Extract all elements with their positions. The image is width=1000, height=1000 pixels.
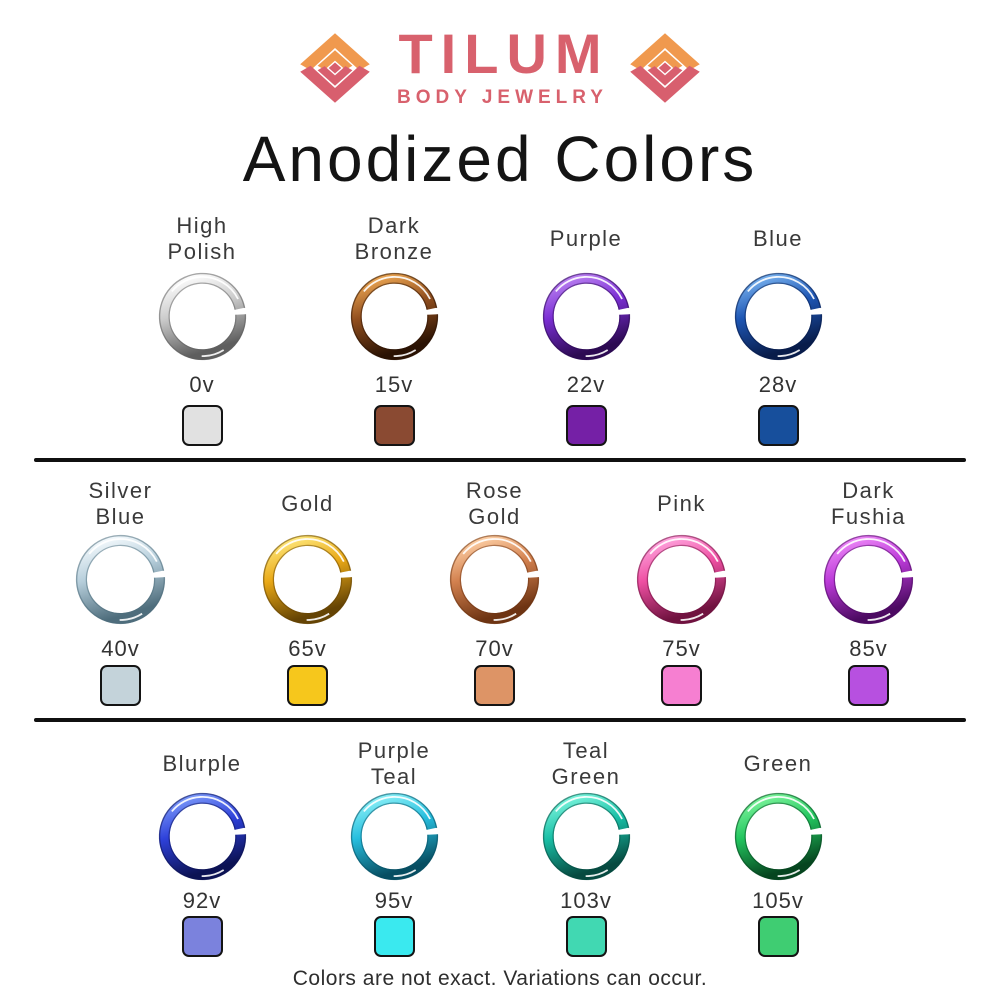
color-swatch xyxy=(474,665,515,706)
voltage-label: 70v xyxy=(475,636,514,661)
color-grid: High Polish 0v Dark Bronze 15v Purple 22… xyxy=(0,213,1000,957)
color-swatch xyxy=(373,405,415,446)
seam-ring-image xyxy=(732,790,825,883)
seam-ring-image xyxy=(156,790,249,883)
voltage-label: 105v xyxy=(752,888,804,913)
color-item: Dark Fushia 85v xyxy=(775,478,962,706)
brand-name: TILUM xyxy=(398,22,610,85)
color-name-label: Purple xyxy=(549,226,623,251)
color-item: Silver Blue 40v xyxy=(27,478,214,706)
diamond-motif-icon xyxy=(628,31,702,105)
seam-ring-image xyxy=(540,270,633,363)
seam-ring-image xyxy=(732,270,825,363)
color-item: Blue 28v xyxy=(682,213,874,446)
color-item: Rose Gold 70v xyxy=(401,478,588,706)
seam-ring-image xyxy=(447,532,542,627)
color-name-label: Teal Green xyxy=(551,738,621,789)
color-item: Teal Green 103v xyxy=(490,738,682,957)
voltage-label: 103v xyxy=(560,888,612,913)
seam-ring-image xyxy=(260,532,355,627)
color-row: Blurple 92v Purple Teal 95v Teal Green 1… xyxy=(106,738,874,957)
brand-wordmark: TILUM BODY JEWELRY xyxy=(384,26,615,109)
disclaimer-note: Colors are not exact. Variations can occ… xyxy=(292,967,708,990)
color-swatch xyxy=(661,665,702,706)
seam-ring-image xyxy=(156,270,249,363)
voltage-label: 65v xyxy=(288,636,327,661)
diamond-motif-icon xyxy=(298,31,372,105)
color-item: Purple Teal 95v xyxy=(298,738,490,957)
brand-header: TILUM BODY JEWELRY xyxy=(0,0,1000,109)
color-item: Purple 22v xyxy=(490,213,682,446)
voltage-label: 85v xyxy=(849,636,888,661)
seam-ring-image xyxy=(821,532,916,627)
color-item: High Polish 0v xyxy=(106,213,298,446)
seam-ring-image xyxy=(348,270,441,363)
color-name-label: Purple Teal xyxy=(357,738,431,789)
color-row: High Polish 0v Dark Bronze 15v Purple 22… xyxy=(106,213,874,446)
color-item: Dark Bronze 15v xyxy=(298,213,490,446)
voltage-label: 28v xyxy=(758,372,798,397)
section-divider xyxy=(34,718,966,722)
section-divider xyxy=(34,458,966,462)
color-name-label: Gold xyxy=(281,491,334,516)
voltage-label: 22v xyxy=(566,372,606,397)
color-name-label: Pink xyxy=(657,491,706,516)
color-name-label: Dark Bronze xyxy=(354,213,434,264)
color-item: Blurple 92v xyxy=(106,738,298,957)
color-swatch xyxy=(181,405,223,446)
color-item: Pink 75v xyxy=(588,478,775,706)
seam-ring-image xyxy=(73,532,168,627)
color-name-label: Silver Blue xyxy=(88,478,153,529)
color-name-label: Blurple xyxy=(162,751,242,776)
brand-subtitle: BODY JEWELRY xyxy=(397,87,608,108)
color-swatch xyxy=(181,916,223,957)
color-name-label: Green xyxy=(743,751,813,776)
color-name-label: Rose Gold xyxy=(465,478,524,529)
color-swatch xyxy=(848,665,889,706)
color-swatch xyxy=(100,665,141,706)
color-swatch xyxy=(565,916,607,957)
color-swatch xyxy=(287,665,328,706)
voltage-label: 15v xyxy=(374,372,414,397)
color-swatch xyxy=(565,405,607,446)
color-item: Green 105v xyxy=(682,738,874,957)
seam-ring-image xyxy=(634,532,729,627)
color-name-label: High Polish xyxy=(167,213,237,264)
color-swatch xyxy=(757,916,799,957)
voltage-label: 92v xyxy=(182,888,222,913)
voltage-label: 75v xyxy=(662,636,701,661)
color-item: Gold 65v xyxy=(214,478,401,706)
color-name-label: Dark Fushia xyxy=(830,478,907,529)
voltage-label: 95v xyxy=(374,888,414,913)
voltage-label: 0v xyxy=(189,372,215,397)
voltage-label: 40v xyxy=(101,636,140,661)
page-title: Anodized Colors xyxy=(242,123,758,195)
color-swatch xyxy=(757,405,799,446)
color-row: Silver Blue 40v Gold 65v Rose Gold 70v P… xyxy=(27,478,962,706)
color-name-label: Blue xyxy=(752,226,804,251)
seam-ring-image xyxy=(348,790,441,883)
color-swatch xyxy=(373,916,415,957)
seam-ring-image xyxy=(540,790,633,883)
